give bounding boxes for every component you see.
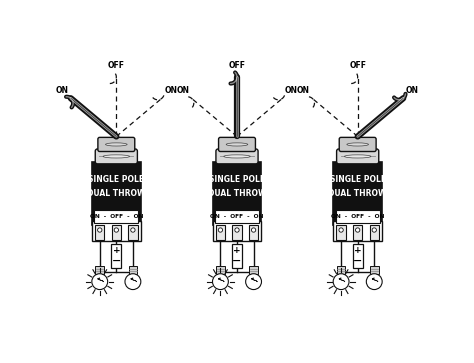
Circle shape: [212, 274, 228, 290]
FancyBboxPatch shape: [353, 225, 362, 240]
Circle shape: [98, 228, 102, 232]
Circle shape: [366, 274, 382, 290]
FancyBboxPatch shape: [128, 266, 137, 274]
FancyBboxPatch shape: [95, 149, 137, 164]
Circle shape: [114, 228, 118, 232]
Circle shape: [92, 274, 108, 290]
FancyBboxPatch shape: [249, 266, 258, 274]
Ellipse shape: [224, 155, 250, 158]
FancyBboxPatch shape: [98, 137, 135, 151]
Circle shape: [333, 274, 349, 290]
FancyBboxPatch shape: [337, 149, 379, 164]
Circle shape: [235, 228, 239, 232]
Text: ON: ON: [406, 86, 419, 95]
FancyBboxPatch shape: [370, 225, 379, 240]
Circle shape: [339, 228, 343, 232]
FancyBboxPatch shape: [111, 244, 121, 268]
FancyBboxPatch shape: [232, 225, 242, 240]
Text: ON: ON: [285, 86, 298, 95]
Text: ON  -  OFF  -  ON: ON - OFF - ON: [210, 214, 264, 219]
Text: DUAL THROW: DUAL THROW: [87, 189, 146, 198]
Text: +: +: [233, 246, 241, 255]
Text: +: +: [354, 246, 362, 255]
Text: ON: ON: [297, 86, 310, 95]
Text: DUAL THROW: DUAL THROW: [208, 189, 266, 198]
Text: ON: ON: [55, 86, 68, 95]
FancyBboxPatch shape: [353, 244, 363, 268]
FancyBboxPatch shape: [370, 266, 379, 274]
FancyBboxPatch shape: [216, 225, 225, 240]
Circle shape: [131, 228, 135, 232]
Circle shape: [218, 228, 223, 232]
FancyBboxPatch shape: [249, 225, 258, 240]
Text: OFF: OFF: [108, 61, 125, 70]
FancyBboxPatch shape: [336, 210, 380, 223]
Ellipse shape: [103, 155, 129, 158]
FancyBboxPatch shape: [216, 149, 258, 164]
Text: ON: ON: [164, 86, 177, 95]
Text: SINGLE POLE: SINGLE POLE: [209, 175, 265, 184]
Ellipse shape: [347, 143, 368, 146]
Ellipse shape: [226, 143, 248, 146]
Text: DUAL THROW: DUAL THROW: [328, 189, 387, 198]
Text: +: +: [112, 246, 120, 255]
FancyBboxPatch shape: [339, 137, 376, 151]
Circle shape: [251, 228, 256, 232]
FancyBboxPatch shape: [219, 137, 255, 151]
FancyBboxPatch shape: [112, 225, 121, 240]
Circle shape: [246, 274, 262, 290]
Text: OFF: OFF: [228, 61, 246, 70]
FancyBboxPatch shape: [128, 225, 137, 240]
Text: −: −: [112, 256, 121, 266]
Ellipse shape: [106, 143, 127, 146]
Ellipse shape: [345, 155, 371, 158]
FancyBboxPatch shape: [232, 244, 242, 268]
Circle shape: [356, 228, 360, 232]
Text: ON  -  OFF  -  ON: ON - OFF - ON: [331, 214, 384, 219]
FancyBboxPatch shape: [92, 162, 141, 225]
FancyBboxPatch shape: [216, 266, 225, 274]
Text: ON  -  OFF  -  ON: ON - OFF - ON: [90, 214, 143, 219]
Text: OFF: OFF: [349, 61, 366, 70]
FancyBboxPatch shape: [213, 221, 261, 241]
Text: −: −: [353, 256, 362, 266]
FancyBboxPatch shape: [333, 162, 382, 225]
FancyBboxPatch shape: [95, 225, 104, 240]
Text: ON: ON: [176, 86, 189, 95]
FancyBboxPatch shape: [94, 210, 138, 223]
Text: −: −: [232, 256, 242, 266]
FancyBboxPatch shape: [337, 225, 346, 240]
FancyBboxPatch shape: [95, 266, 104, 274]
FancyBboxPatch shape: [337, 266, 346, 274]
Text: SINGLE POLE: SINGLE POLE: [329, 175, 386, 184]
FancyBboxPatch shape: [213, 162, 261, 225]
FancyBboxPatch shape: [92, 221, 141, 241]
FancyBboxPatch shape: [215, 210, 259, 223]
Circle shape: [372, 228, 376, 232]
Circle shape: [125, 274, 141, 290]
Text: SINGLE POLE: SINGLE POLE: [88, 175, 145, 184]
FancyBboxPatch shape: [333, 221, 382, 241]
